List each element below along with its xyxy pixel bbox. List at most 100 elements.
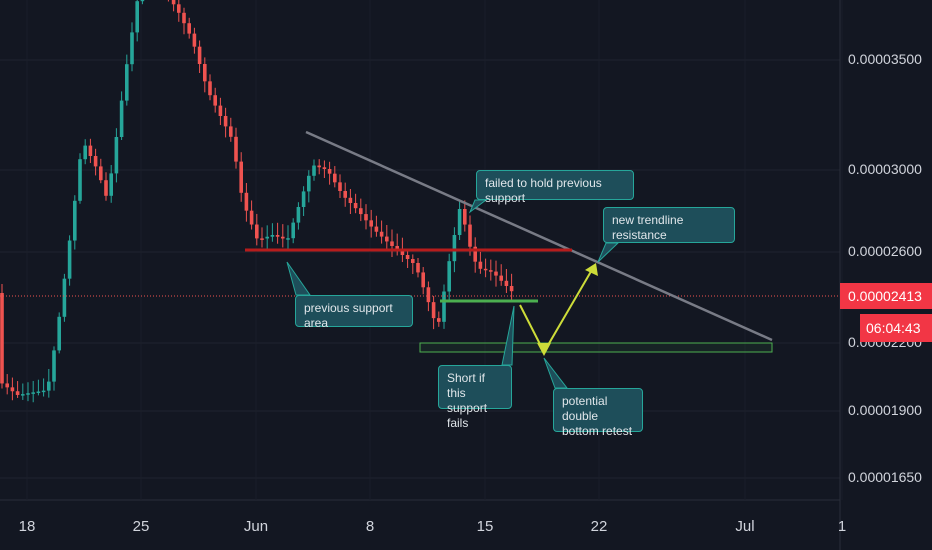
candle-body bbox=[379, 231, 384, 237]
candle-body bbox=[229, 126, 233, 137]
candle-body bbox=[234, 136, 238, 162]
candle-body bbox=[312, 165, 316, 176]
candle-body bbox=[390, 241, 394, 246]
countdown-timer-tag: 06:04:43 bbox=[860, 314, 932, 342]
callout-text: failed to hold previous support bbox=[485, 176, 602, 205]
x-tick-label: 1 bbox=[837, 518, 847, 535]
x-tick-label: 18 bbox=[18, 518, 36, 535]
projection-arrow bbox=[519, 267, 594, 355]
callout-pointer bbox=[468, 199, 488, 214]
candle-body bbox=[452, 235, 457, 262]
x-tick-label: 25 bbox=[132, 518, 150, 535]
candles bbox=[0, 0, 514, 403]
candle-body bbox=[343, 191, 347, 198]
candle-body bbox=[187, 23, 191, 34]
candle-body bbox=[359, 208, 363, 215]
candle-body bbox=[171, 0, 176, 5]
candle-body bbox=[468, 224, 472, 247]
candle-body bbox=[369, 220, 373, 227]
candle-body bbox=[301, 191, 306, 207]
double-bottom-zone bbox=[419, 342, 773, 353]
candle-body bbox=[5, 383, 9, 388]
candle-body bbox=[88, 145, 93, 156]
candle-body bbox=[203, 64, 207, 82]
current-price-tag: 0.00002413 bbox=[840, 283, 932, 309]
trendline bbox=[305, 130, 773, 342]
candle-body bbox=[499, 275, 503, 281]
candle-body bbox=[21, 394, 25, 396]
candle-body bbox=[348, 197, 353, 203]
candle-body bbox=[140, 0, 145, 2]
candle-body bbox=[421, 272, 425, 288]
callout-pointer bbox=[597, 242, 620, 263]
candle-body bbox=[47, 381, 51, 391]
candle-body bbox=[291, 222, 295, 239]
candle-body bbox=[99, 166, 103, 181]
candle-body bbox=[353, 203, 358, 209]
candle-body bbox=[255, 224, 259, 239]
candle-body bbox=[218, 105, 223, 116]
candle-body bbox=[431, 302, 436, 319]
candle-body bbox=[286, 238, 290, 240]
candle-body bbox=[260, 238, 264, 240]
candle-body bbox=[457, 209, 462, 235]
callout-trendline-resistance[interactable]: new trendline resistance bbox=[603, 207, 735, 243]
candle-body bbox=[249, 210, 254, 225]
callout-double-bottom[interactable]: potential double bottom retest bbox=[553, 388, 643, 438]
candle-body bbox=[400, 250, 405, 255]
candle-body bbox=[494, 271, 498, 276]
candle-body bbox=[411, 259, 415, 263]
candle-body bbox=[322, 167, 327, 169]
candle-body bbox=[509, 286, 514, 292]
callout-text: new trendline resistance bbox=[612, 213, 684, 242]
candle-body bbox=[57, 316, 61, 351]
y-tick-label: 0.00003000 bbox=[848, 161, 922, 177]
candle-body bbox=[296, 207, 301, 223]
candle-body bbox=[125, 64, 129, 101]
candle-body bbox=[31, 392, 35, 394]
callout-failed-support[interactable]: failed to hold previous support bbox=[476, 170, 634, 205]
candle-body bbox=[426, 287, 431, 303]
candle-body bbox=[265, 236, 269, 239]
candle-body bbox=[416, 263, 420, 273]
callout-previous-support[interactable]: previous support area bbox=[295, 295, 413, 330]
candle-body bbox=[364, 214, 368, 221]
candle-body bbox=[244, 192, 249, 211]
candle-body bbox=[327, 169, 332, 174]
candle-body bbox=[67, 240, 72, 279]
candle-body bbox=[41, 390, 46, 393]
candle-body bbox=[307, 175, 311, 192]
callout-line-2: bottom retest bbox=[562, 424, 633, 438]
y-tick-label: 0.00003500 bbox=[848, 51, 922, 67]
candle-body bbox=[374, 226, 379, 232]
x-tick-label: Jul bbox=[735, 518, 755, 535]
candle-body bbox=[36, 391, 41, 393]
candle-body bbox=[447, 261, 451, 292]
candle-body bbox=[78, 159, 82, 201]
candle-body bbox=[405, 255, 410, 259]
candle-body bbox=[104, 180, 108, 196]
callout-pointer bbox=[543, 357, 569, 389]
candle-body bbox=[15, 391, 20, 395]
x-tick-label: 8 bbox=[365, 518, 375, 535]
candle-body bbox=[62, 278, 67, 317]
candle-body bbox=[442, 291, 446, 322]
callout-short-if-fails[interactable]: Short if this support fails bbox=[438, 365, 512, 430]
y-tick-label: 0.00001650 bbox=[848, 469, 922, 485]
callout-line-2: support fails bbox=[447, 401, 488, 430]
callout-text: previous support area bbox=[304, 301, 393, 330]
candle-body bbox=[93, 156, 98, 167]
candle-body bbox=[338, 182, 342, 191]
candle-body bbox=[281, 236, 285, 239]
candle-body bbox=[73, 200, 77, 241]
candle-body bbox=[114, 137, 119, 174]
callout-pointer bbox=[501, 305, 515, 366]
candle-body bbox=[489, 270, 493, 272]
candle-body bbox=[463, 209, 467, 225]
candle-body bbox=[208, 81, 212, 96]
x-tick-label: 15 bbox=[476, 518, 494, 535]
candle-body bbox=[109, 173, 113, 196]
candle-body bbox=[483, 268, 488, 271]
candle-body bbox=[239, 161, 243, 193]
